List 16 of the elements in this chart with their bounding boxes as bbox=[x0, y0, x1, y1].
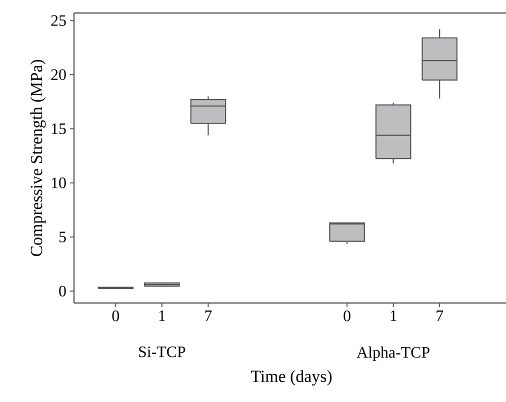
text: Alpha-TCP bbox=[356, 346, 430, 361]
x-tick-label: 0 bbox=[112, 310, 120, 322]
y-tick-label: 20 bbox=[51, 69, 66, 80]
y-tick-label: 10 bbox=[52, 178, 66, 188]
x-axis-title: Time (days) bbox=[250, 370, 332, 386]
text: Si-TCP bbox=[139, 346, 186, 358]
y-tick-label: 15 bbox=[52, 123, 66, 134]
y-tick-label: 5 bbox=[59, 232, 66, 242]
x-tick-label: 1 bbox=[159, 310, 165, 322]
x-tick-label: 7 bbox=[436, 310, 444, 321]
x-tick-label: 1 bbox=[390, 310, 396, 322]
y-tick-label: 25 bbox=[51, 15, 66, 26]
y-tick-label: 0 bbox=[59, 286, 66, 296]
x-tick-label: 7 bbox=[205, 310, 212, 321]
x-tick-label: 0 bbox=[344, 310, 350, 322]
y-axis-title: Compressive Strength (MPa) bbox=[30, 60, 46, 256]
